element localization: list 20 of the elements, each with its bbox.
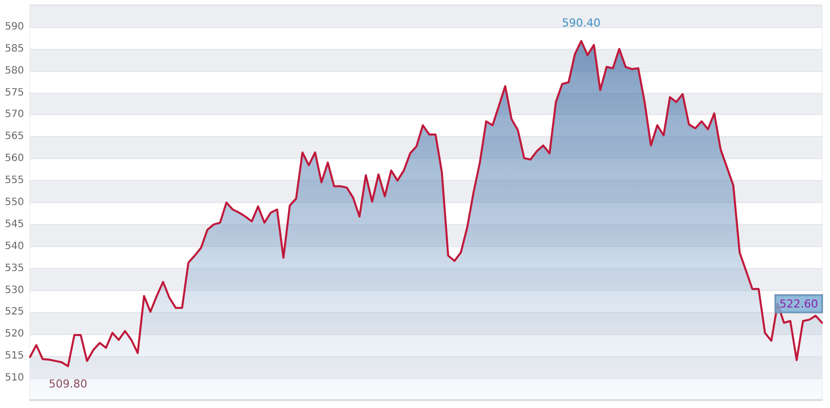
y-tick-label: 560	[4, 153, 24, 164]
y-tick-label: 580	[4, 65, 24, 76]
y-tick-label: 540	[4, 240, 24, 252]
annotation: 590.40	[562, 16, 600, 30]
y-tick-label: 520	[4, 328, 24, 340]
y-tick-label: 545	[4, 218, 24, 230]
y-tick-label: 575	[4, 87, 24, 98]
y-tick-label: 590	[4, 21, 24, 32]
y-tick-label: 570	[4, 109, 24, 120]
y-tick-label: 550	[4, 197, 24, 208]
y-tick-label: 565	[4, 131, 24, 142]
y-tick-label: 530	[4, 284, 24, 296]
y-tick-label: 585	[4, 43, 24, 54]
y-tick-label: 535	[4, 262, 24, 274]
y-tick-label: 510	[4, 372, 24, 384]
annotation: 522.60	[780, 297, 818, 310]
y-tick-label: 555	[4, 175, 24, 186]
y-tick-label: 515	[4, 350, 24, 362]
annotation: 509.80	[48, 378, 88, 391]
y-tick-label: 525	[4, 306, 24, 318]
